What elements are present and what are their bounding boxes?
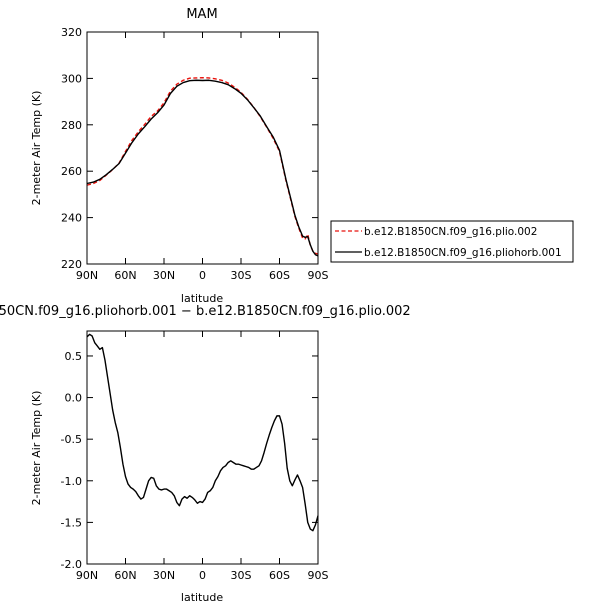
y-tick-label: 280	[61, 119, 82, 132]
plot-frame	[86, 31, 319, 265]
chart-title: MAM	[186, 7, 217, 22]
y-tick-label: -1.0	[61, 475, 82, 488]
x-tick-label: 90S	[308, 569, 329, 582]
series-group	[86, 76, 319, 257]
x-tick-label: 60S	[269, 269, 290, 282]
legend-box	[330, 220, 574, 263]
x-tick-label: 60S	[269, 569, 290, 582]
series-group	[86, 333, 319, 532]
chart-difference: ı50CN.f09_g16.pliohorb.001 − b.e12.B1850…	[0, 304, 411, 604]
tick-group: 90N 60N 30N 0 30S 60S 90S -2.0 -1.5 -1.0 -0.5 0.0 0.…	[61, 331, 329, 582]
y-tick-label: 0.5	[65, 350, 83, 363]
y-tick-label: 260	[61, 165, 82, 178]
legend-label-plio: b.e12.B1850CN.f09_g16.plio.002	[364, 226, 537, 238]
x-axis-title: latitude	[181, 591, 223, 604]
x-tick-label: 60N	[114, 569, 136, 582]
y-tick-label: -1.5	[61, 516, 82, 529]
x-tick-label: 0	[199, 269, 206, 282]
x-tick-label: 90N	[76, 569, 98, 582]
tick-group: 90N 60N 30N 0 30S 60S 90S 220 240 260 280 300 320	[61, 26, 329, 282]
plot-frame	[86, 330, 319, 565]
y-tick-label: 0.0	[65, 392, 83, 405]
y-tick-label: 220	[61, 258, 82, 271]
legend: b.e12.B1850CN.f09_g16.plio.002 b.e12.B18…	[330, 220, 574, 263]
x-tick-label: 30S	[231, 269, 252, 282]
chart-temperature: MAM 2-meter Air Temp (K) latitude 90N 60N…	[30, 7, 329, 305]
x-tick-label: 30S	[231, 569, 252, 582]
chart-title: ı50CN.f09_g16.pliohorb.001 − b.e12.B1850…	[0, 304, 411, 319]
legend-label-pliohorb: b.e12.B1850CN.f09_g16.pliohorb.001	[364, 247, 562, 259]
x-tick-label: 60N	[114, 269, 136, 282]
x-axis-title: latitude	[181, 292, 223, 305]
y-tick-label: 300	[61, 72, 82, 85]
y-tick-label: 320	[61, 26, 82, 39]
y-axis-title: 2-meter Air Temp (K)	[30, 91, 43, 206]
series-line-1	[86, 79, 319, 257]
x-tick-label: 90S	[308, 269, 329, 282]
y-tick-label: -0.5	[61, 433, 82, 446]
y-tick-label: -2.0	[61, 558, 82, 571]
series-line-0	[86, 333, 319, 532]
x-tick-label: 0	[199, 569, 206, 582]
y-tick-label: 240	[61, 212, 82, 225]
x-tick-label: 90N	[76, 269, 98, 282]
x-tick-label: 30N	[153, 569, 175, 582]
x-tick-label: 30N	[153, 269, 175, 282]
y-axis-title: 2-meter Air Temp (K)	[30, 391, 43, 506]
